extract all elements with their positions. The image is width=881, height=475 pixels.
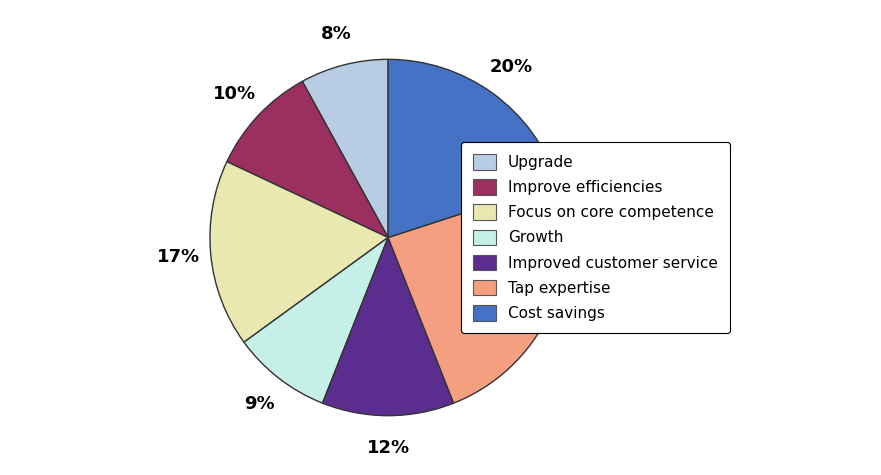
Text: 10%: 10%: [213, 85, 256, 103]
Wedge shape: [227, 81, 389, 238]
Text: 17%: 17%: [157, 248, 200, 266]
Wedge shape: [244, 238, 389, 403]
Text: 24%: 24%: [557, 318, 600, 336]
Wedge shape: [302, 59, 389, 238]
Text: 20%: 20%: [490, 58, 533, 76]
Wedge shape: [389, 59, 558, 238]
Wedge shape: [389, 182, 566, 403]
Wedge shape: [210, 162, 389, 342]
Wedge shape: [322, 238, 454, 416]
Legend: Upgrade, Improve efficiencies, Focus on core competence, Growth, Improved custom: Upgrade, Improve efficiencies, Focus on …: [461, 142, 730, 333]
Text: 12%: 12%: [366, 439, 410, 457]
Text: 9%: 9%: [244, 395, 275, 413]
Text: 8%: 8%: [321, 25, 352, 43]
